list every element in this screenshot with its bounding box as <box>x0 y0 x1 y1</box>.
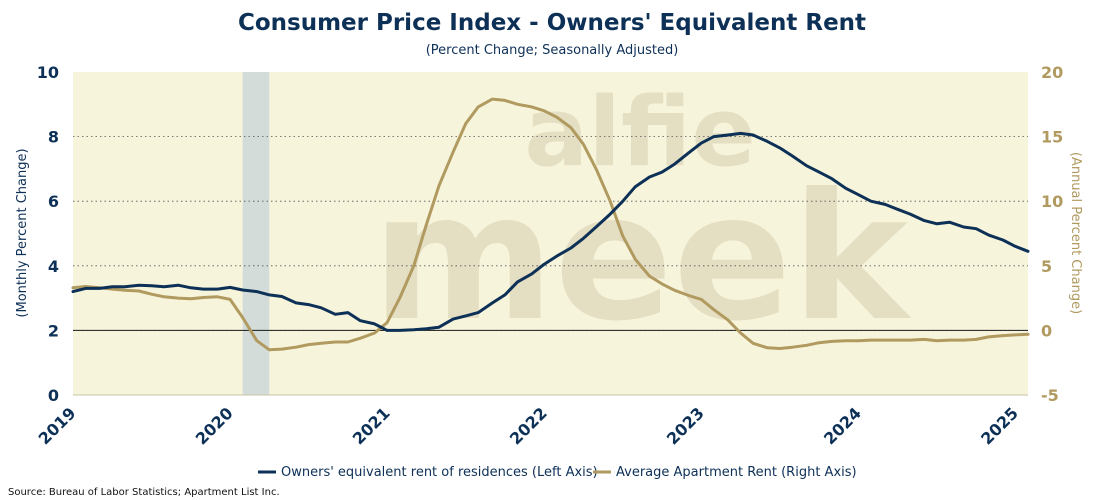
x-tick-label: 2020 <box>192 403 237 448</box>
x-tick-label: 2024 <box>820 403 865 448</box>
legend: Owners' equivalent rent of residences (L… <box>258 465 857 480</box>
x-tick-label: 2023 <box>663 403 708 448</box>
y-left-tick-label: 4 <box>48 257 59 276</box>
y-right-tick-label: 15 <box>1041 128 1063 147</box>
series-line-apartment-rent <box>71 97 1030 352</box>
source-note: Source: Bureau of Labor Statistics; Apar… <box>8 487 280 498</box>
y-left-tick-label: 0 <box>48 386 59 405</box>
chart-title: Consumer Price Index - Owners' Equivalen… <box>238 10 866 36</box>
y-axis-right-label: (Annual Percent Change) <box>1068 152 1083 314</box>
legend-label-apartment-rent: Average Apartment Rent (Right Axis) <box>616 465 857 480</box>
y-axis-left-label: (Monthly Percent Change) <box>15 148 30 317</box>
y-axis-right: -5 0 5 10 15 20 <box>1041 63 1063 405</box>
series-group <box>71 97 1030 352</box>
x-tick-label: 2021 <box>349 403 394 448</box>
x-tick-label: 2019 <box>35 403 80 448</box>
x-axis: 2019 2020 2021 2022 2023 2024 2025 <box>35 403 1022 448</box>
chart-subtitle: (Percent Change; Seasonally Adjusted) <box>426 43 679 58</box>
y-right-tick-label: -5 <box>1041 386 1059 405</box>
y-left-tick-label: 10 <box>37 63 59 82</box>
series-line-oer <box>71 131 1030 332</box>
x-tick-label: 2022 <box>506 403 551 448</box>
watermark-text-meek: meek <box>372 157 912 360</box>
legend-label-oer: Owners' equivalent rent of residences (L… <box>281 465 598 480</box>
y-right-tick-label: 20 <box>1041 63 1063 82</box>
y-left-tick-label: 8 <box>48 128 59 147</box>
legend-item-apartment-rent: Average Apartment Rent (Right Axis) <box>593 465 857 480</box>
y-left-tick-label: 2 <box>48 321 59 340</box>
grid-lines <box>73 136 1028 331</box>
y-right-tick-label: 10 <box>1041 192 1063 211</box>
watermark: alfie meek <box>372 78 912 360</box>
watermark-text-alfie: alfie <box>524 78 756 188</box>
y-axis-left: 0 2 4 6 8 10 <box>37 63 59 405</box>
x-tick-label: 2025 <box>977 403 1022 448</box>
y-left-tick-label: 6 <box>48 192 59 211</box>
y-right-tick-label: 5 <box>1041 257 1052 276</box>
legend-item-oer: Owners' equivalent rent of residences (L… <box>258 465 598 480</box>
y-right-tick-label: 0 <box>1041 321 1052 340</box>
